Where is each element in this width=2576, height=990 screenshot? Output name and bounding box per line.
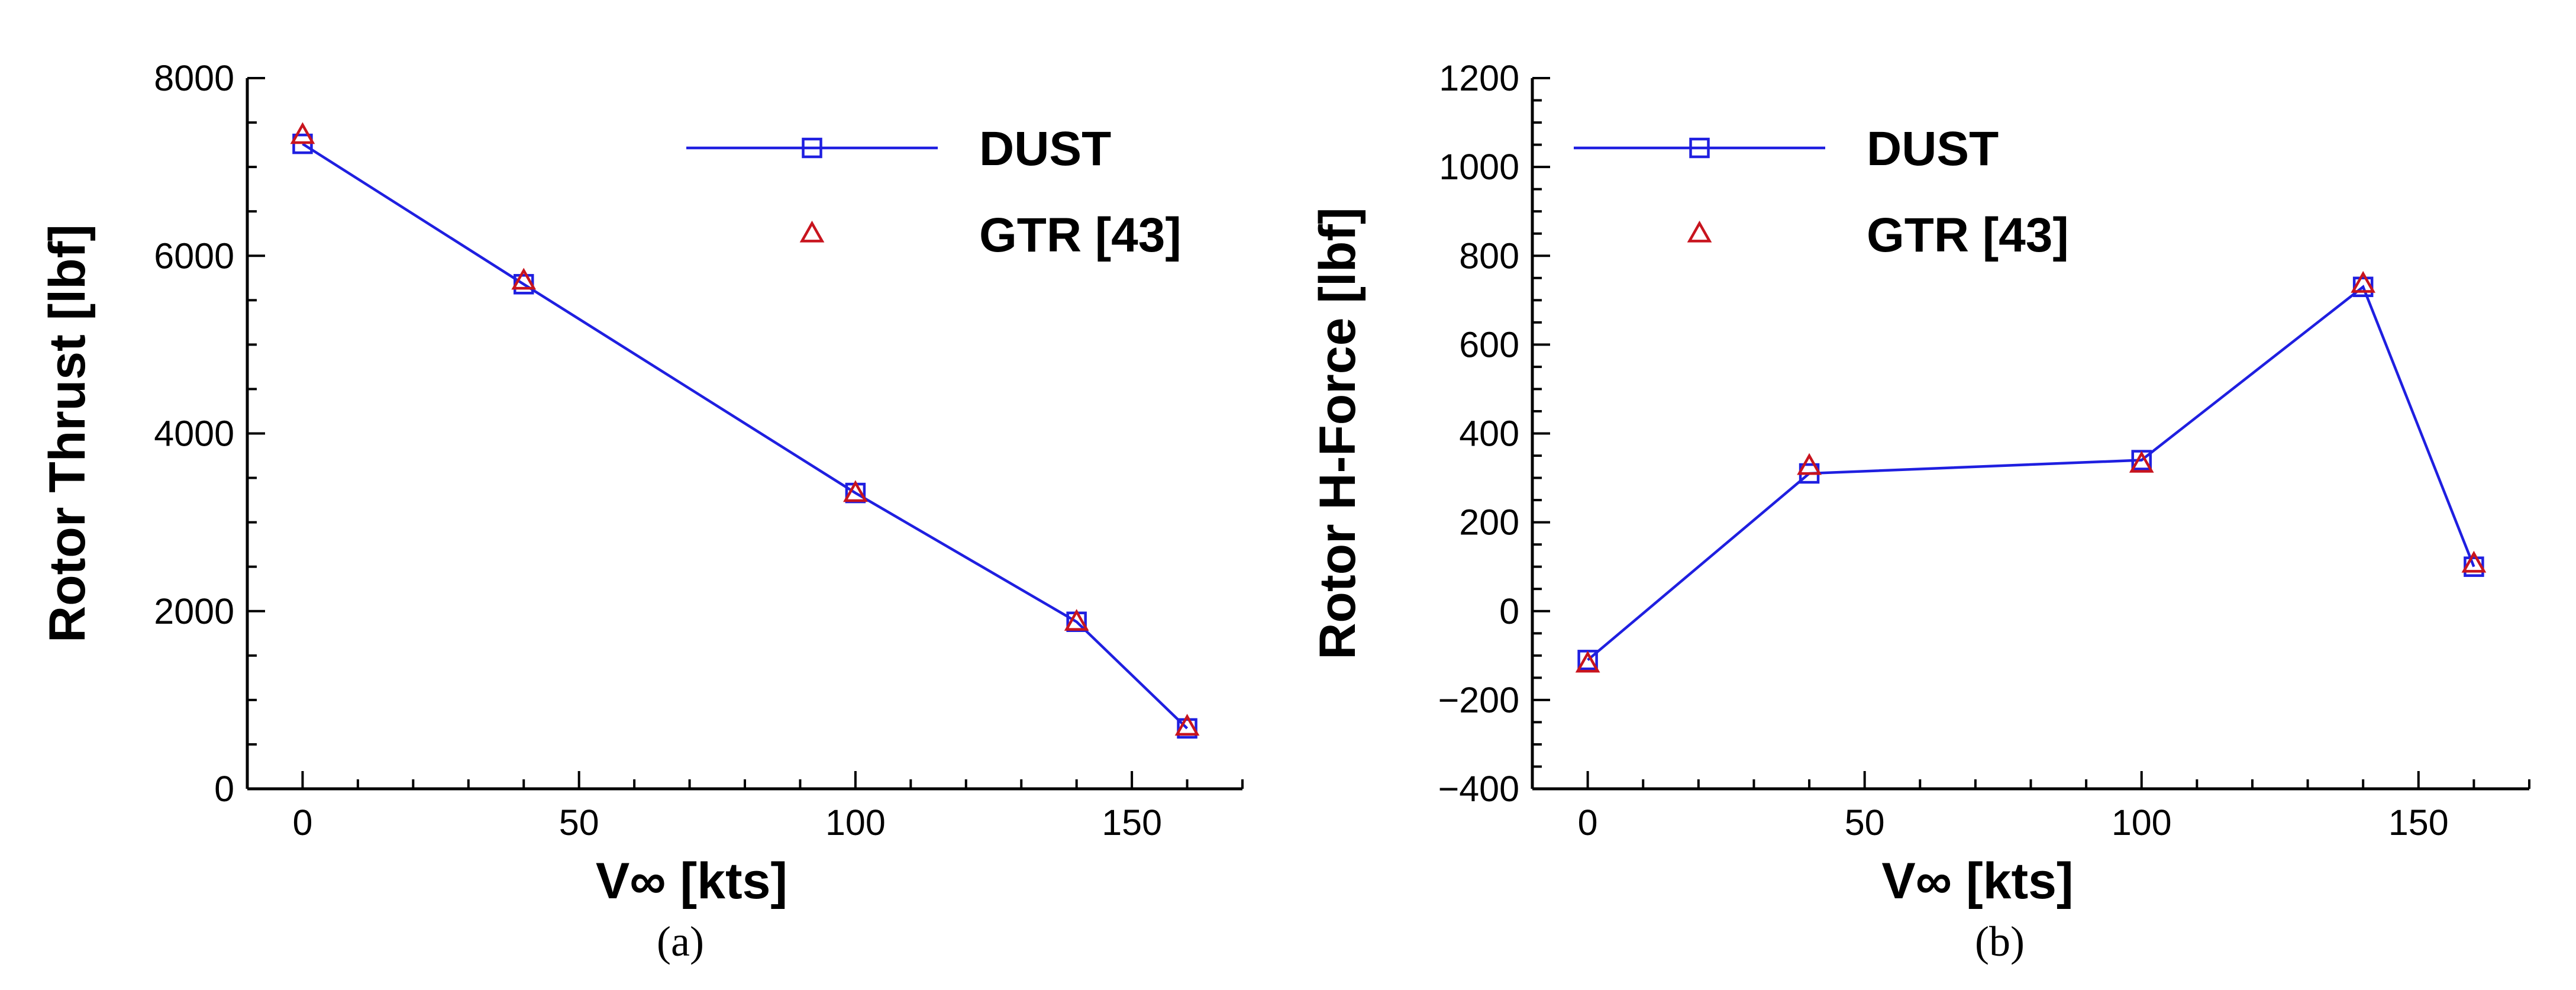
x-tick-label-b: 100 (2112, 802, 2172, 843)
data-point-gtr-a (290, 122, 315, 144)
caption-a: (a) (657, 918, 704, 965)
chart-panel-a: 0 50 100 150 0 2000 4000 6000 8000 V∞ [kts] Rotor … (39, 58, 1244, 965)
y-tick-label-a: 8000 (154, 58, 234, 98)
data-point-dust-a (1177, 718, 1197, 739)
legend-marker-dust-b (1689, 137, 1710, 159)
y-tick-label-b: 200 (1459, 502, 1519, 543)
data-point-gtr-b (1797, 453, 1822, 475)
data-point-gtr-a (1174, 714, 1200, 736)
x-tick-label-b: 50 (1845, 802, 1885, 843)
data-point-gtr-b (2351, 270, 2376, 293)
y-tick-label-b: 600 (1459, 324, 1519, 365)
legend-marker-dust-a (802, 137, 822, 159)
legend-marker-gtr-b (1687, 220, 1712, 243)
x-tick-label-a: 150 (1102, 802, 1162, 843)
caption-b: (b) (1975, 918, 2025, 965)
y-tick-label-a: 6000 (154, 236, 234, 276)
x-axis-title-a: V∞ [kts] (596, 853, 787, 910)
y-axis-title-a: Rotor Thrust [lbf] (39, 224, 96, 643)
data-point-gtr-b (2461, 550, 2487, 573)
y-tick-label-a: 4000 (154, 414, 234, 454)
legend-label-gtr-b: GTR [43] (1867, 208, 2069, 262)
series-line-dust-a (302, 143, 1189, 730)
chart-panel-b: 0 50 100 150 −400 −200 0 200 400 600 800 1000 1200 V∞… (1309, 58, 2530, 965)
y-tick-label-a: 2000 (154, 591, 234, 631)
x-tick-label-a: 0 (292, 802, 312, 843)
data-point-gtr-a (1064, 609, 1089, 631)
y-tick-label-b: 1200 (1439, 58, 1519, 98)
y-tick-label-b: 400 (1459, 414, 1519, 454)
x-tick-label-b: 0 (1578, 802, 1598, 843)
legend-label-dust-a: DUST (979, 122, 1111, 176)
y-axis-title-b: Rotor H-Force [lbf] (1309, 207, 1366, 659)
data-point-gtr-a (843, 480, 868, 502)
legend-b: DUST GTR [43] (1574, 122, 2069, 262)
legend-label-dust-b: DUST (1867, 122, 1999, 176)
data-point-gtr-b (2129, 450, 2154, 473)
data-point-gtr-a (511, 267, 537, 290)
series-line-dust-b (1587, 285, 2475, 662)
y-tick-label-b: −200 (1438, 680, 1519, 720)
y-tick-label-b: 800 (1459, 236, 1519, 276)
legend-a: DUST GTR [43] (686, 122, 1182, 262)
y-tick-label-a: 0 (214, 769, 234, 809)
x-axis-title-b: V∞ [kts] (1881, 853, 2073, 910)
data-point-gtr-b (1575, 650, 1600, 673)
x-tick-label-b: 150 (2388, 802, 2449, 843)
y-tick-label-b: 0 (1499, 591, 1519, 631)
legend-marker-gtr-a (799, 220, 825, 243)
legend-label-gtr-a: GTR [43] (979, 208, 1182, 262)
y-tick-label-b: 1000 (1439, 147, 1519, 187)
y-tick-label-b: −400 (1438, 769, 1519, 809)
x-tick-label-a: 100 (825, 802, 886, 843)
x-tick-label-a: 50 (559, 802, 599, 843)
